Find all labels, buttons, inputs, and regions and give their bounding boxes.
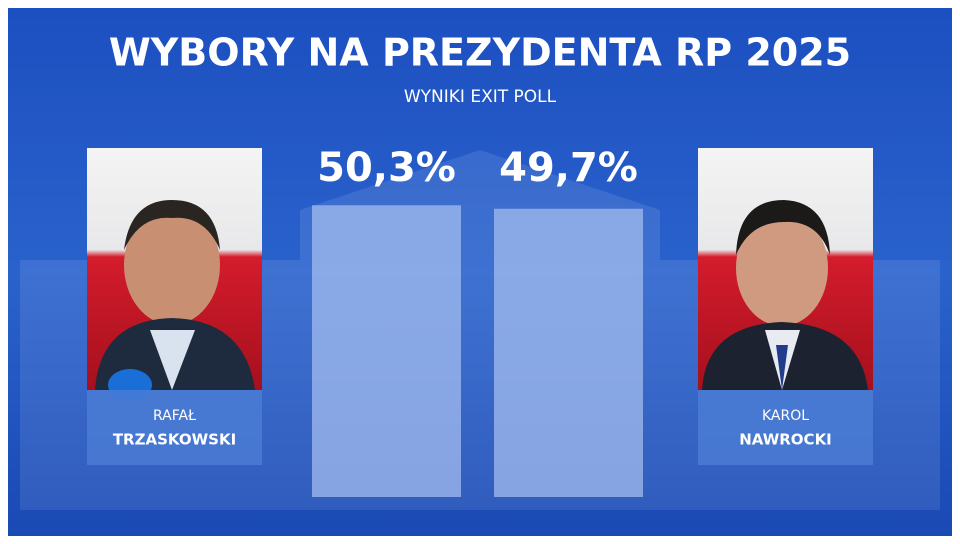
chart-title: WYBORY NA PREZYDENTA RP 2025 <box>109 31 851 75</box>
value-label: 49,7% <box>499 145 638 191</box>
name-box <box>87 390 262 465</box>
name-box <box>698 390 873 465</box>
bar <box>312 205 461 497</box>
candidate-photo <box>87 148 262 401</box>
candidate-last-name: NAWROCKI <box>739 431 832 449</box>
candidate-first-name: KAROL <box>762 408 809 424</box>
candidate-last-name: TRZASKOWSKI <box>113 431 236 449</box>
candidate-photo <box>698 148 873 390</box>
bar <box>494 208 643 498</box>
chart-subtitle: WYNIKI EXIT POLL <box>404 87 557 107</box>
value-label: 50,3% <box>317 145 456 191</box>
candidate-first-name: RAFAŁ <box>153 408 196 424</box>
